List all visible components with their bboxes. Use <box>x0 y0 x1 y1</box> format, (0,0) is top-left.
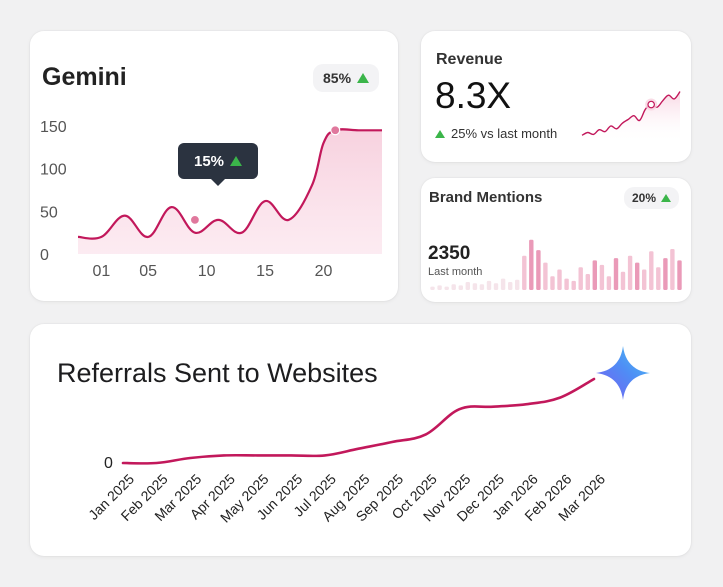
referrals-card: Referrals Sent to Websites 0 Jan 2025 Feb … <box>30 324 691 556</box>
brand-bar <box>437 285 442 290</box>
brand-bar <box>479 284 485 290</box>
referrals-title: Referrals Sent to Websites <box>57 358 378 388</box>
brand-bar <box>606 276 612 290</box>
revenue-card: Revenue 8.3X 25% vs last month <box>421 31 691 162</box>
revenue-sparkline <box>581 91 681 143</box>
gemini-chart: 0 50 100 150 01 05 10 15 20 <box>40 119 382 280</box>
triangle-up-icon <box>661 194 672 202</box>
gemini-tooltip-value: 15% <box>193 152 225 170</box>
triangle-up-icon <box>230 156 243 166</box>
brand-bar <box>451 284 456 290</box>
gemini-x-tick: 10 <box>198 263 216 280</box>
referrals-y-tick: 0 <box>104 455 113 472</box>
brand-bar <box>493 283 499 290</box>
revenue-value: 8.3X <box>435 75 512 116</box>
brand-bar <box>599 264 605 290</box>
brand-bar <box>592 260 597 290</box>
brand-change-badge: 20% <box>624 187 680 209</box>
gemini-data-point <box>330 125 341 136</box>
gemini-change-badge: 85% <box>313 64 380 92</box>
brand-bar <box>543 262 548 290</box>
brand-mentions-card: Brand Mentions 20% 2350 Last month <box>421 178 691 302</box>
brand-bar <box>465 282 470 290</box>
gemini-x-tick: 15 <box>256 263 274 280</box>
brand-bar <box>536 250 541 290</box>
gemini-x-tick: 01 <box>92 263 110 280</box>
brand-bar <box>458 285 463 290</box>
gemini-x-tick: 20 <box>315 263 333 280</box>
brand-bar <box>444 286 449 290</box>
revenue-series-line <box>581 91 681 136</box>
brand-bar <box>522 255 527 290</box>
brand-bar <box>613 258 619 290</box>
brand-bar <box>642 269 647 290</box>
gemini-data-point <box>189 214 201 225</box>
brand-bar <box>670 249 675 290</box>
revenue-label: Revenue <box>436 51 503 68</box>
brand-bar <box>500 278 506 290</box>
brand-mentions-value: 2350 <box>428 243 471 264</box>
revenue-change: 25% vs last month <box>435 126 557 141</box>
triangle-up-icon <box>357 73 370 83</box>
brand-bar <box>529 239 534 290</box>
brand-mentions-sublabel: Last month <box>428 266 483 278</box>
gemini-card: Gemini 85% 0 50 100 150 01 05 10 15 20 15% <box>30 31 398 301</box>
sparkle-star-icon <box>596 346 650 400</box>
brand-badge-value: 20% <box>632 191 657 205</box>
gemini-y-tick: 100 <box>40 162 67 179</box>
brand-bar <box>550 276 555 290</box>
brand-bar <box>635 262 640 290</box>
brand-bar <box>430 286 435 290</box>
brand-bar <box>557 269 562 290</box>
revenue-data-point <box>647 100 655 109</box>
gemini-tooltip: 15% <box>178 143 258 186</box>
triangle-up-icon <box>435 129 445 138</box>
brand-mentions-bars <box>430 239 682 290</box>
gemini-x-tick: 05 <box>139 263 157 280</box>
brand-bar <box>515 279 520 290</box>
brand-mentions-label: Brand Mentions <box>429 189 543 206</box>
brand-bar <box>486 280 492 290</box>
brand-bar <box>656 267 661 290</box>
brand-bar <box>564 278 569 290</box>
brand-bar <box>649 251 654 290</box>
brand-bar <box>571 280 576 290</box>
referrals-series-line <box>121 377 596 465</box>
gemini-y-tick: 50 <box>40 204 58 221</box>
brand-bar <box>620 271 626 290</box>
revenue-change-text: 25% vs last month <box>451 126 558 141</box>
brand-bar <box>508 282 513 290</box>
brand-bar <box>627 255 633 290</box>
brand-bar <box>663 258 668 290</box>
gemini-badge-value: 85% <box>323 70 352 86</box>
brand-bar <box>585 274 590 290</box>
brand-bar <box>472 283 478 290</box>
brand-bar <box>578 267 583 290</box>
gemini-area-fill <box>78 129 382 254</box>
brand-bar <box>677 260 682 290</box>
gemini-y-tick: 150 <box>40 119 67 136</box>
gemini-title: Gemini <box>42 63 127 91</box>
gemini-y-tick: 0 <box>40 247 49 264</box>
